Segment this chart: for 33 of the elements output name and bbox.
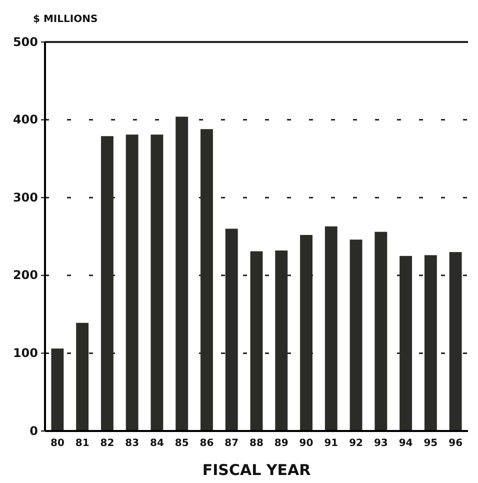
x-tick-label: 87	[224, 438, 239, 450]
y-tick-label: 400	[12, 112, 38, 127]
x-tick-label: 81	[75, 438, 90, 450]
bar	[350, 240, 362, 431]
x-tick-label: 92	[349, 438, 364, 450]
x-tick-label: 88	[250, 438, 264, 450]
x-tick-label: 95	[424, 438, 438, 450]
bar	[126, 134, 138, 431]
y-axis-title: $ MILLIONS	[33, 14, 98, 25]
bar	[150, 134, 164, 431]
bar	[176, 116, 188, 431]
x-tick-label: 82	[100, 438, 114, 450]
y-tick-label: 500	[12, 34, 38, 49]
x-tick-label: 90	[299, 438, 314, 450]
x-tick-label: 85	[174, 438, 189, 450]
y-tick-label: 300	[12, 190, 38, 204]
x-tick-label: 83	[125, 438, 140, 450]
x-tick-label: 86	[200, 438, 214, 450]
y-tick-label: 200	[12, 268, 38, 282]
x-axis-title: FISCAL YEAR	[202, 461, 312, 479]
x-tick-label: 80	[50, 438, 64, 450]
bar	[250, 251, 263, 431]
x-tick-label: 94	[398, 438, 413, 450]
x-tick-label: 91	[324, 438, 338, 450]
y-tick-label: 0	[30, 424, 38, 438]
x-tick-label: 89	[274, 438, 288, 450]
bar	[374, 232, 388, 431]
x-tick-label: 96	[448, 438, 463, 450]
x-tick-label: 84	[150, 438, 164, 450]
y-tick-label: 100	[12, 346, 38, 360]
x-tick-label: 93	[374, 438, 388, 450]
bar	[324, 226, 338, 431]
bar	[51, 348, 64, 431]
